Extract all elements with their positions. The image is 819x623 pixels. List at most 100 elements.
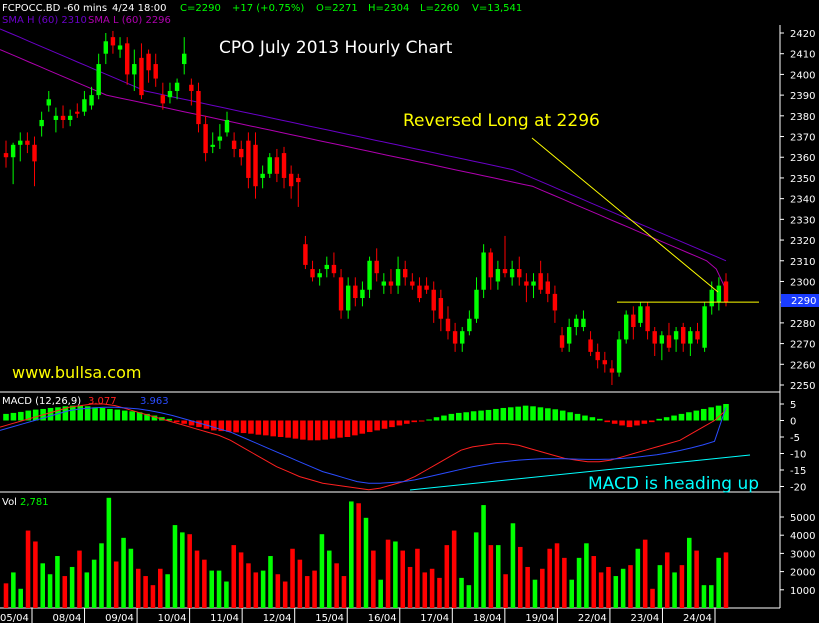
header-change: +17 (+0.75%) (232, 3, 304, 14)
macd-histogram-bar (107, 408, 113, 421)
candle-body (566, 327, 572, 344)
candle-body (424, 285, 429, 290)
macd-histogram-bar (255, 420, 262, 435)
volume-bar (55, 556, 60, 608)
volume-bar (451, 530, 457, 608)
candle-body (695, 331, 700, 340)
candle-body (481, 252, 486, 290)
candle-body (552, 293, 558, 311)
volume-bar (547, 548, 552, 608)
candle-body (174, 82, 180, 91)
macd-histogram-bar (181, 420, 187, 424)
volume-bar (437, 577, 442, 608)
macd-histogram-bar (708, 407, 714, 421)
candle-body (239, 148, 244, 158)
macd-histogram-bar (671, 415, 677, 421)
volume-bar (664, 552, 670, 608)
macd-histogram-bar (151, 415, 158, 421)
volume-bar (106, 497, 112, 608)
macd-histogram-bar (418, 420, 425, 422)
volume-bar (540, 568, 545, 608)
volume-bar (216, 570, 222, 608)
volume-bar (334, 563, 339, 608)
candle-body (296, 177, 301, 183)
volume-bar (562, 557, 567, 608)
volume-bar (246, 563, 251, 608)
macd-histogram-bar (300, 420, 306, 440)
candle-body (25, 140, 30, 145)
volume-bar (260, 570, 266, 608)
volume-bar (47, 574, 53, 608)
volume-bar (77, 550, 82, 608)
price-tick-label: 2310 (790, 257, 815, 268)
date-label: 16/04 (368, 613, 397, 623)
macd-histogram-bar (240, 420, 247, 434)
candle-body (467, 318, 472, 332)
volume-bar (709, 585, 714, 608)
macd-histogram-bar (292, 420, 299, 439)
macd-histogram-bar (522, 405, 529, 421)
candle-body (367, 260, 372, 290)
date-label: 22/04 (578, 613, 607, 623)
date-label: 05/04 (0, 613, 29, 623)
price-tick-label: 2250 (790, 381, 815, 392)
date-label: 12/04 (263, 613, 292, 623)
volume-bar (642, 539, 648, 608)
volume-bar (598, 572, 604, 608)
volume-tick-label: 5000 (790, 513, 815, 524)
price-tick-label: 2370 (790, 133, 815, 144)
macd-histogram-bar (574, 413, 581, 421)
macd-tick-label: -10 (790, 450, 806, 461)
macd-histogram-bar (604, 420, 611, 423)
date-label: 18/04 (473, 613, 502, 623)
macd-histogram-bar (567, 412, 573, 421)
candle-body (402, 269, 408, 278)
candle-body (495, 269, 501, 282)
macd-histogram-bar (92, 407, 98, 421)
candle-body (388, 281, 394, 286)
candle-body (588, 339, 593, 352)
price-tick-label: 2330 (790, 215, 815, 226)
volume-tick-label: 1000 (790, 586, 815, 597)
candle-body (224, 119, 230, 133)
macd-histogram-bar (248, 420, 254, 434)
date-label: 08/04 (53, 613, 82, 623)
annotation-arrow-line (531, 137, 719, 293)
volume-bar (69, 566, 75, 608)
candle-body (3, 153, 9, 158)
macd-histogram-bar (537, 407, 544, 421)
volume-bar (679, 565, 685, 608)
macd-histogram-bar (589, 417, 596, 421)
sma-high-line (0, 28, 727, 262)
volume-bar (84, 572, 90, 608)
date-label: 19/04 (525, 613, 554, 623)
candle-body (410, 281, 415, 286)
candle-body (709, 289, 714, 307)
macd-histogram-bar (352, 420, 358, 436)
candle-body (702, 306, 707, 348)
macd-histogram-bar (441, 415, 447, 421)
candle-body (602, 360, 608, 365)
candle-body (182, 53, 187, 65)
price-tick-label: 2400 (790, 70, 815, 81)
volume-bar (268, 556, 273, 608)
candle-body (531, 281, 536, 286)
volume-bar (165, 574, 170, 608)
macd-histogram-bar (485, 409, 492, 421)
macd-histogram-bar (173, 420, 180, 423)
candle-body (666, 335, 672, 348)
volume-bar (701, 585, 707, 608)
last-price-label: 2290 (791, 296, 816, 307)
signal-value: 3.963 (140, 396, 169, 407)
candle-body (659, 335, 665, 344)
macd-histogram-bar (307, 420, 314, 441)
candle-body (595, 351, 600, 361)
last-price-tag (781, 294, 819, 307)
candle-body (110, 37, 116, 46)
macd-histogram-bar (211, 420, 217, 431)
candle-body (374, 260, 379, 274)
candle-body (645, 306, 650, 332)
macd-histogram-bar (656, 418, 662, 421)
candle-body (395, 269, 401, 286)
